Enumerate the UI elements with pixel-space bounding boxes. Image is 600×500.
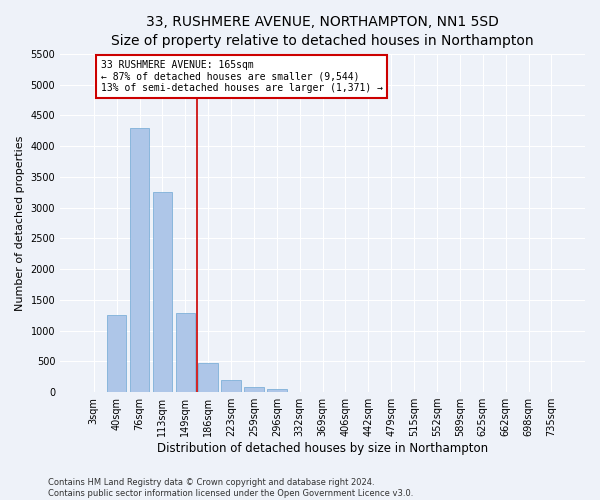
Bar <box>107 315 127 392</box>
Bar <box>244 387 263 392</box>
Bar <box>176 314 195 392</box>
Title: 33, RUSHMERE AVENUE, NORTHAMPTON, NN1 5SD
Size of property relative to detached : 33, RUSHMERE AVENUE, NORTHAMPTON, NN1 5S… <box>111 15 534 48</box>
Bar <box>130 128 149 392</box>
Y-axis label: Number of detached properties: Number of detached properties <box>15 136 25 310</box>
X-axis label: Distribution of detached houses by size in Northampton: Distribution of detached houses by size … <box>157 442 488 455</box>
Text: Contains HM Land Registry data © Crown copyright and database right 2024.
Contai: Contains HM Land Registry data © Crown c… <box>48 478 413 498</box>
Bar <box>221 380 241 392</box>
Bar <box>267 389 287 392</box>
Text: 33 RUSHMERE AVENUE: 165sqm
← 87% of detached houses are smaller (9,544)
13% of s: 33 RUSHMERE AVENUE: 165sqm ← 87% of deta… <box>101 60 383 93</box>
Bar <box>152 192 172 392</box>
Bar <box>199 362 218 392</box>
